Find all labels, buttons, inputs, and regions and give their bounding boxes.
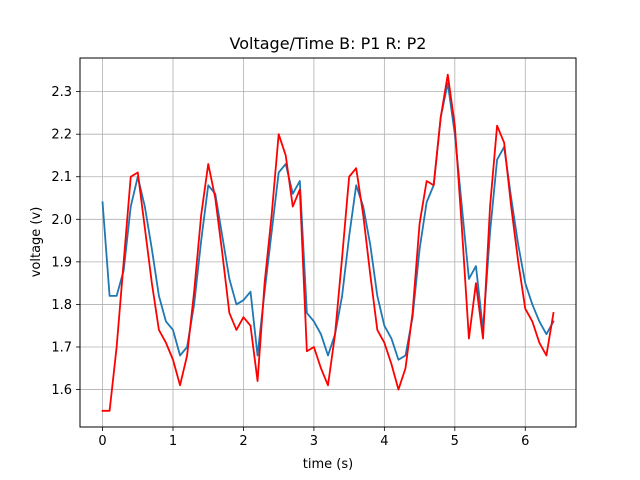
y-tick-label: 1.8 [51,298,72,313]
y-axis-label: voltage (v) [29,207,44,278]
x-tick-label: 1 [169,434,177,449]
y-tick-label: 1.6 [51,383,72,398]
x-tick-label: 6 [521,434,529,449]
y-tick-label: 2.2 [51,128,72,143]
tick-layer: 0 1 2 3 4 5 6 1.6 1.7 1.8 1.9 2.0 2.1 2.2 2.3 [51,85,529,449]
x-tick-label: 2 [239,434,247,449]
y-tick-label: 2.1 [51,170,72,185]
x-tick-label: 3 [310,434,318,449]
series-layer [101,73,555,412]
x-tick-label: 4 [380,434,388,449]
series-line-blue [101,82,555,361]
series-line-red [101,73,555,412]
y-tick-label: 1.9 [51,255,72,270]
x-axis-label: time (s) [303,457,353,472]
x-tick-label: 5 [451,434,459,449]
chart-title: Voltage/Time B: P1 R: P2 [230,34,427,53]
x-tick-label: 0 [98,434,106,449]
y-tick-label: 2.3 [51,85,72,100]
plot-frame [79,57,577,428]
y-tick-label: 2.0 [51,213,72,228]
y-tick-label: 1.7 [51,340,72,355]
